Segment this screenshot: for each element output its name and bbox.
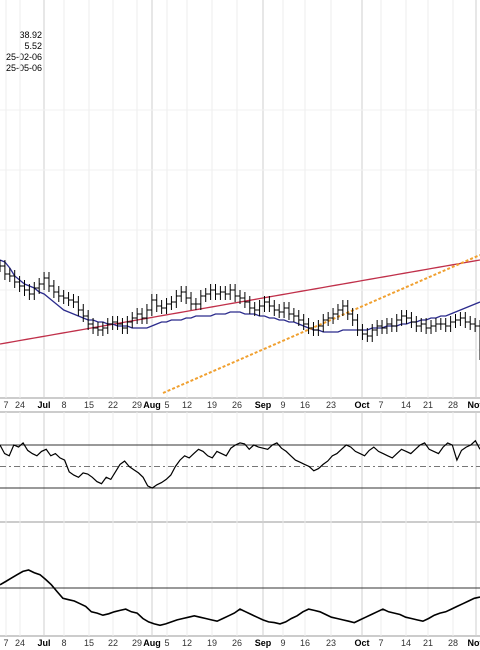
indicator-line — [0, 569, 480, 627]
x-tick-label: 24 — [15, 638, 25, 648]
x-tick-label: 29 — [132, 400, 142, 410]
x-tick-label: 9 — [280, 638, 285, 648]
x-tick-label: Nov — [467, 638, 480, 648]
trend-line — [162, 254, 480, 394]
x-tick-label: Nov — [467, 400, 480, 410]
x-tick-label: 16 — [300, 400, 310, 410]
x-tick-label: 19 — [207, 638, 217, 648]
x-tick-label: Aug — [143, 400, 161, 410]
x-tick-label: 5 — [164, 638, 169, 648]
x-tick-label: 12 — [182, 638, 192, 648]
x-tick-label: Sep — [255, 400, 272, 410]
x-tick-label: 9 — [280, 400, 285, 410]
x-tick-label: 26 — [232, 400, 242, 410]
x-tick-label: 8 — [61, 638, 66, 648]
info-line: 25-05-06 — [5, 63, 42, 73]
x-tick-label: 5 — [164, 400, 169, 410]
info-line: 38.92 — [19, 30, 42, 40]
x-tick-label: 23 — [326, 638, 336, 648]
x-tick-label: Jul — [37, 400, 50, 410]
x-tick-label: 8 — [61, 400, 66, 410]
x-tick-label: 22 — [108, 400, 118, 410]
x-tick-label: Aug — [143, 638, 161, 648]
x-tick-label: 19 — [207, 400, 217, 410]
x-tick-label: 7 — [378, 638, 383, 648]
x-tick-label: 26 — [232, 638, 242, 648]
x-tick-label: 7 — [378, 400, 383, 410]
x-tick-label: 14 — [401, 400, 411, 410]
x-tick-label: 12 — [182, 400, 192, 410]
x-tick-label: 23 — [326, 400, 336, 410]
x-tick-label: 21 — [423, 400, 433, 410]
x-tick-label: Oct — [354, 400, 369, 410]
x-tick-label: 7 — [3, 638, 8, 648]
x-tick-label: 15 — [84, 638, 94, 648]
x-tick-label: Sep — [255, 638, 272, 648]
info-line: 25-02-06 — [5, 52, 42, 62]
x-tick-label: Jul — [37, 638, 50, 648]
x-tick-label: 28 — [448, 638, 458, 648]
blue-moving-average-line — [0, 259, 480, 333]
info-line: 5.52 — [24, 41, 42, 51]
x-tick-label: Oct — [354, 638, 369, 648]
x-tick-label: 7 — [3, 400, 8, 410]
oscillator-line — [0, 439, 480, 489]
x-tick-label: 15 — [84, 400, 94, 410]
x-tick-label: 28 — [448, 400, 458, 410]
x-tick-label: 21 — [423, 638, 433, 648]
x-tick-label: 16 — [300, 638, 310, 648]
x-tick-label: 24 — [15, 400, 25, 410]
x-tick-label: 29 — [132, 638, 142, 648]
x-tick-label: 22 — [108, 638, 118, 648]
x-tick-label: 14 — [401, 638, 411, 648]
